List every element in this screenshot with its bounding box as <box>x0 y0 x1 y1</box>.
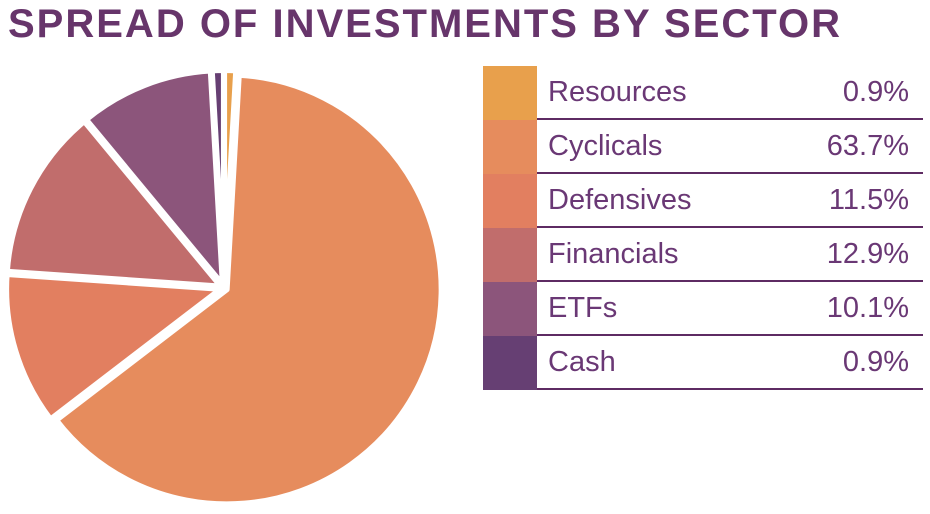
legend-value-defensives: 11.5% <box>828 183 909 216</box>
legend-swatch-financials <box>483 228 537 282</box>
legend-row-content: Cyclicals 63.7% <box>537 120 923 174</box>
legend-value-resources: 0.9% <box>842 75 909 108</box>
pie-slice-financials <box>3 117 225 290</box>
pie-slice-cyclicals <box>52 71 445 508</box>
legend-row-etfs: ETFs 10.1% <box>483 282 923 336</box>
legend-row-content: Resources 0.9% <box>537 66 923 120</box>
chart-title: SPREAD OF INVESTMENTS BY SECTOR <box>8 2 842 46</box>
legend-value-etfs: 10.1% <box>826 291 909 324</box>
legend-row-content: ETFs 10.1% <box>537 282 923 336</box>
legend-label-cyclicals: Cyclicals <box>548 129 663 162</box>
legend-row-content: Cash 0.9% <box>537 336 923 390</box>
legend-row-cyclicals: Cyclicals 63.7% <box>483 120 923 174</box>
legend-swatch-etfs <box>483 282 537 336</box>
legend-row-financials: Financials 12.9% <box>483 228 923 282</box>
legend-value-financials: 12.9% <box>826 237 909 270</box>
legend-row-defensives: Defensives 11.5% <box>483 174 923 228</box>
legend-label-financials: Financials <box>548 237 679 270</box>
pie-slice-defensives <box>3 271 225 423</box>
pie-chart <box>3 66 445 508</box>
legend-row-cash: Cash 0.9% <box>483 336 923 390</box>
legend-swatch-resources <box>483 66 537 120</box>
legend-row-content: Defensives 11.5% <box>537 174 923 228</box>
pie-slice-cash <box>208 66 227 288</box>
legend-swatch-defensives <box>483 174 537 228</box>
legend-swatch-cash <box>483 336 537 390</box>
legend-row-content: Financials 12.9% <box>537 228 923 282</box>
legend-swatch-cyclicals <box>483 120 537 174</box>
legend-label-defensives: Defensives <box>548 183 692 216</box>
legend-label-resources: Resources <box>548 75 687 108</box>
legend: Resources 0.9% Cyclicals 63.7% Defensives 11.… <box>483 66 923 390</box>
legend-label-cash: Cash <box>548 345 616 378</box>
pie-slice-etfs <box>82 67 226 289</box>
legend-label-etfs: ETFs <box>548 291 618 324</box>
legend-value-cash: 0.9% <box>842 345 909 378</box>
legend-value-cyclicals: 63.7% <box>826 129 909 162</box>
legend-row-resources: Resources 0.9% <box>483 66 923 120</box>
